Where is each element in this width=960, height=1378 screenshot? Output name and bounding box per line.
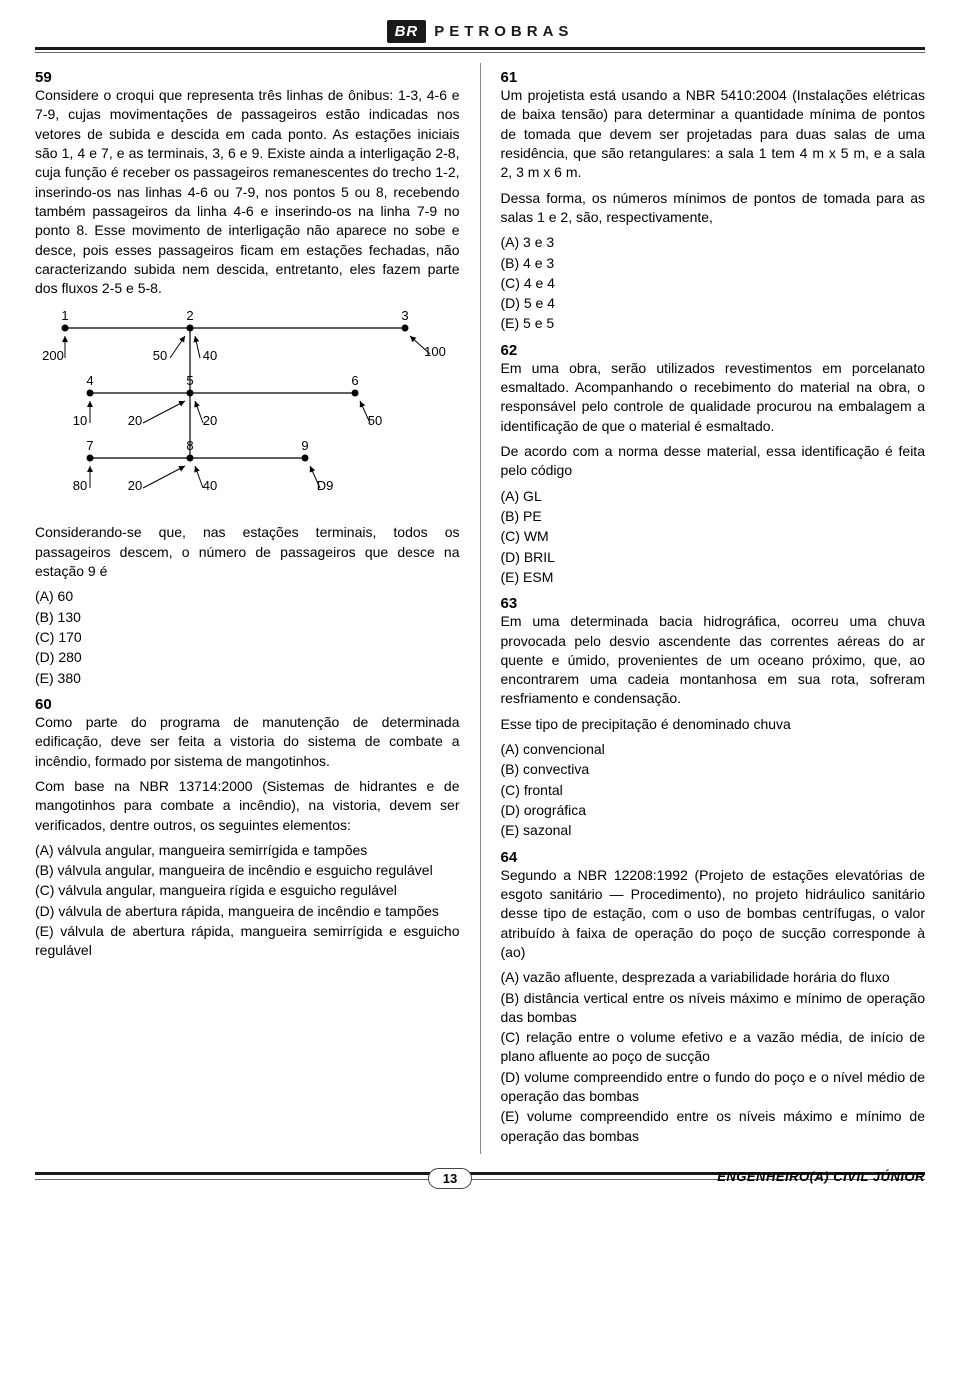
logo-badge: BR [387,20,427,43]
q63-opt-e: (E) sazonal [501,821,926,840]
q64-p1: Segundo a NBR 12208:1992 (Projeto de est… [501,866,926,963]
svg-text:50: 50 [153,348,167,363]
page-number: 13 [428,1168,472,1189]
svg-text:20: 20 [128,413,142,428]
q59-opt-c: (C) 170 [35,628,460,647]
q63-options: (A) convencional (B) convectiva (C) fron… [501,740,926,841]
q61-opt-b: (B) 4 e 3 [501,254,926,273]
q60-opt-c: (C) válvula angular, mangueira rígida e … [35,881,460,900]
q62-opt-a: (A) GL [501,487,926,506]
q63-p2: Esse tipo de precipitação é denominado c… [501,715,926,734]
q62-opt-b: (B) PE [501,507,926,526]
column-divider [480,63,481,1154]
q64-opt-d: (D) volume compreendido entre o fundo do… [501,1068,926,1107]
q59-number: 59 [35,69,460,86]
svg-text:20: 20 [128,478,142,493]
svg-text:7: 7 [86,438,93,453]
svg-text:6: 6 [351,373,358,388]
q64-opt-e: (E) volume compreendido entre os níveis … [501,1107,926,1146]
brand-text: PETROBRAS [434,23,573,40]
svg-text:4: 4 [86,373,93,388]
q64-opt-c: (C) relação entre o volume efetivo e a v… [501,1028,926,1067]
page: BR PETROBRAS 59 Considere o croqui que r… [0,0,960,1217]
q60-p2: Com base na NBR 13714:2000 (Sistemas de … [35,777,460,835]
q61-opt-e: (E) 5 e 5 [501,314,926,333]
page-header: BR PETROBRAS [35,20,925,53]
svg-text:40: 40 [203,478,217,493]
q61-p2: Dessa forma, os números mínimos de ponto… [501,189,926,228]
q60-p1: Como parte do programa de manutenção de … [35,713,460,771]
q62-p1: Em uma obra, serão utilizados revestimen… [501,359,926,436]
q59-opt-b: (B) 130 [35,608,460,627]
svg-text:1: 1 [61,308,68,323]
q61-number: 61 [501,69,926,86]
q62-opt-d: (D) BRIL [501,548,926,567]
header-rule-thin [35,52,925,53]
q59-diagram: 1 2 3 4 5 6 7 8 9 200 50 40 100 10 20 20 50 80 20 40 D9 [35,308,460,511]
svg-text:3: 3 [401,308,408,323]
q63-opt-a: (A) convencional [501,740,926,759]
q62-opt-e: (E) ESM [501,568,926,587]
svg-text:40: 40 [203,348,217,363]
q63-number: 63 [501,595,926,612]
svg-text:50: 50 [368,413,382,428]
q64-number: 64 [501,849,926,866]
q60-opt-e: (E) válvula de abertura rápida, mangueir… [35,922,460,961]
q59-opt-a: (A) 60 [35,587,460,606]
q62-number: 62 [501,342,926,359]
q61-options: (A) 3 e 3 (B) 4 e 3 (C) 4 e 4 (D) 5 e 4 … [501,233,926,334]
q63-opt-b: (B) convectiva [501,760,926,779]
svg-text:20: 20 [203,413,217,428]
diagram-svg: 1 2 3 4 5 6 7 8 9 200 50 40 100 10 20 20 50 80 20 40 D9 [35,308,465,508]
q62-options: (A) GL (B) PE (C) WM (D) BRIL (E) ESM [501,487,926,588]
q61-opt-c: (C) 4 e 4 [501,274,926,293]
q59-opt-e: (E) 380 [35,669,460,688]
q64-opt-a: (A) vazão afluente, desprezada a variabi… [501,968,926,987]
svg-text:10: 10 [73,413,87,428]
q60-opt-a: (A) válvula angular, mangueira semirrígi… [35,841,460,860]
q61-opt-d: (D) 5 e 4 [501,294,926,313]
right-column: 61 Um projetista está usando a NBR 5410:… [501,63,926,1154]
q63-p1: Em uma determinada bacia hidrográfica, o… [501,612,926,709]
q64-options: (A) vazão afluente, desprezada a variabi… [501,968,926,1146]
header-band: BR PETROBRAS [35,20,925,43]
svg-text:80: 80 [73,478,87,493]
q61-p1: Um projetista está usando a NBR 5410:200… [501,86,926,183]
header-rule-thick [35,47,925,50]
q60-number: 60 [35,696,460,713]
page-footer: 13 ENGENHEIRO(A) CIVIL JÚNIOR [35,1172,925,1187]
svg-text:8: 8 [186,438,193,453]
q60-options: (A) válvula angular, mangueira semirrígi… [35,841,460,961]
footer-row: 13 ENGENHEIRO(A) CIVIL JÚNIOR [35,1166,925,1187]
q59-text: Considere o croqui que representa três l… [35,86,460,298]
q60-opt-b: (B) válvula angular, mangueira de incênd… [35,861,460,880]
columns: 59 Considere o croqui que representa trê… [35,63,925,1154]
svg-text:D9: D9 [317,478,334,493]
q59-options: (A) 60 (B) 130 (C) 170 (D) 280 (E) 380 [35,587,460,688]
q61-opt-a: (A) 3 e 3 [501,233,926,252]
svg-text:200: 200 [42,348,64,363]
q63-opt-c: (C) frontal [501,781,926,800]
q59-after: Considerando-se que, nas estações termin… [35,523,460,581]
left-column: 59 Considere o croqui que representa trê… [35,63,460,1154]
svg-text:100: 100 [424,344,446,359]
svg-text:2: 2 [186,308,193,323]
role-label: ENGENHEIRO(A) CIVIL JÚNIOR [665,1169,925,1184]
q63-opt-d: (D) orográfica [501,801,926,820]
q60-opt-d: (D) válvula de abertura rápida, mangueir… [35,902,460,921]
q62-opt-c: (C) WM [501,527,926,546]
q59-opt-d: (D) 280 [35,648,460,667]
svg-text:9: 9 [301,438,308,453]
q64-opt-b: (B) distância vertical entre os níveis m… [501,989,926,1028]
q62-p2: De acordo com a norma desse material, es… [501,442,926,481]
svg-text:5: 5 [186,373,193,388]
